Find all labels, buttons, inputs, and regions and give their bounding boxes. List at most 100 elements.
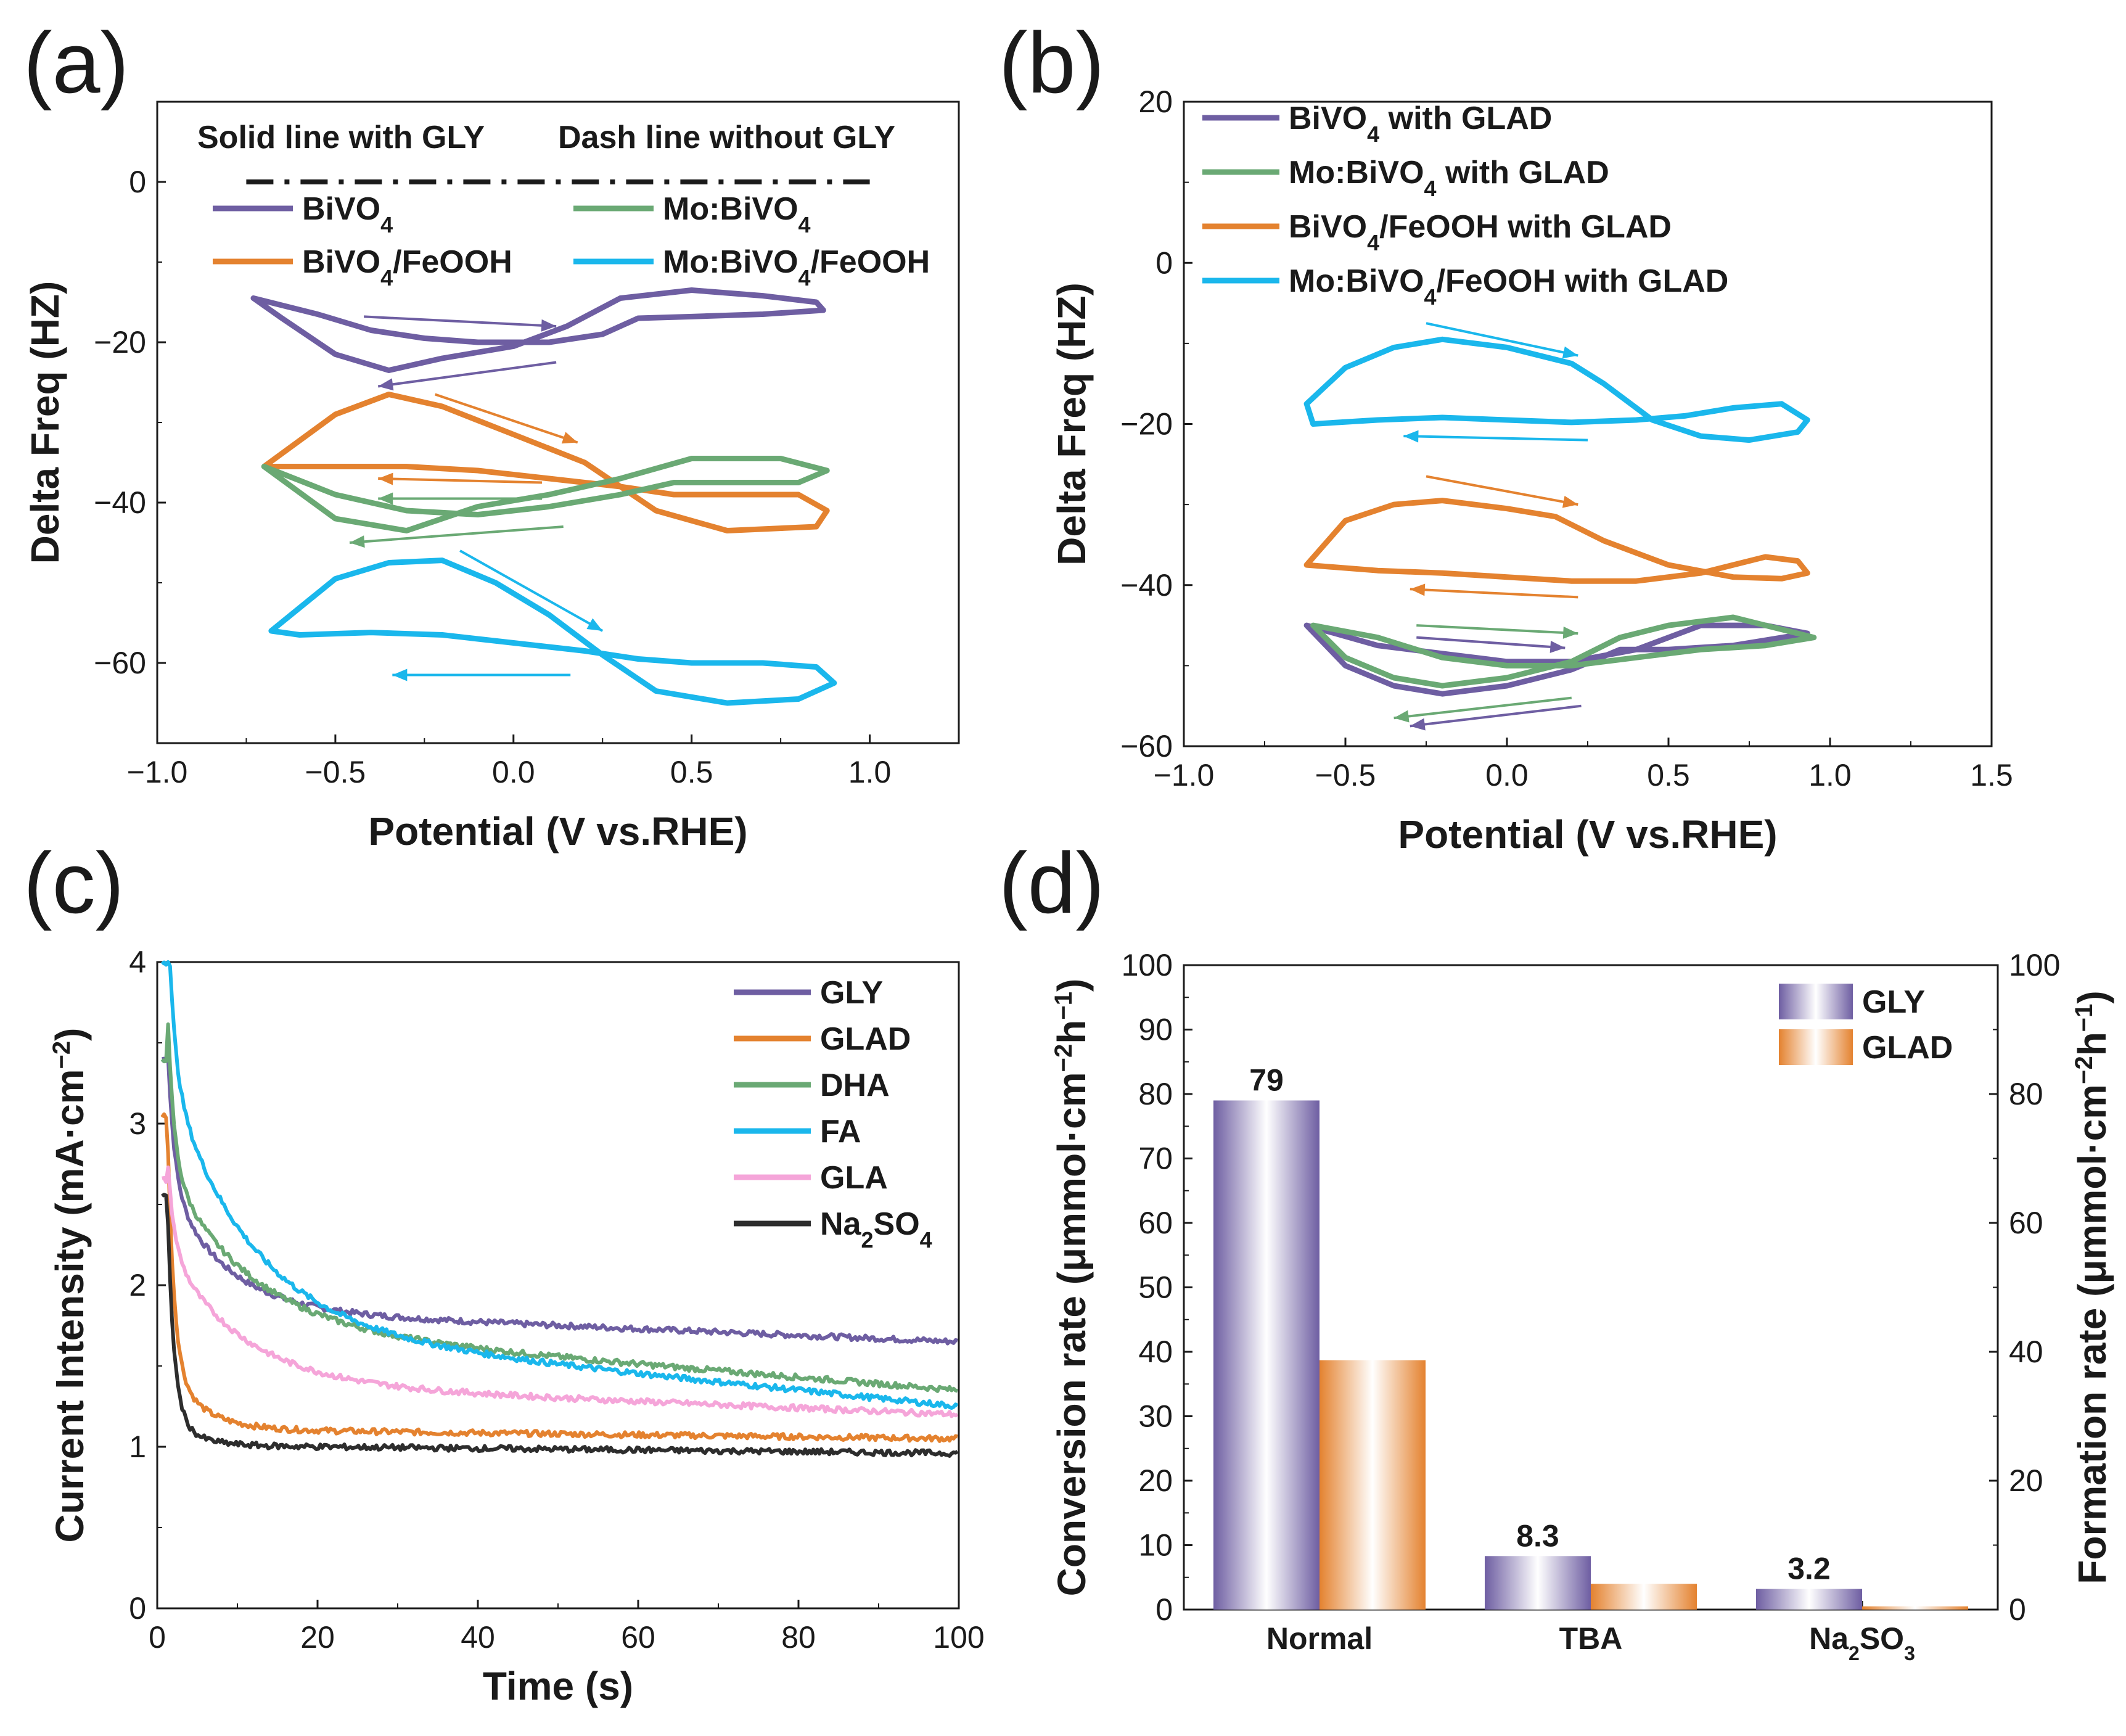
series-line (261, 456, 830, 533)
x-tick-label: 60 (621, 1620, 655, 1655)
bar-data-label: 8.3 (1516, 1518, 1559, 1553)
y-tick-label-right: 20 (2009, 1463, 2043, 1498)
series-line (160, 1022, 958, 1393)
arrow-head (1410, 583, 1426, 596)
y-tick-label: −60 (94, 646, 146, 680)
arrow-head (1562, 626, 1578, 639)
panel-label-b: (b) (999, 14, 1104, 111)
legend-label: DHA (820, 1068, 890, 1103)
y-tick-label: −60 (1120, 729, 1173, 763)
y-tick-label: 0 (1155, 245, 1173, 280)
series-line (162, 1165, 959, 1418)
y-tick-label-left: 50 (1138, 1270, 1173, 1305)
y-tick-label: −40 (94, 485, 146, 520)
arrow-head (392, 668, 408, 681)
arrow-head (1562, 495, 1578, 508)
direction-arrow (1416, 624, 1578, 635)
x-tick-label: −1.0 (1154, 758, 1215, 792)
bar-data-label: 79 (1249, 1063, 1284, 1097)
direction-arrow (1416, 636, 1566, 649)
x-tick-label: 0.0 (1485, 758, 1529, 792)
arrow-head (1549, 640, 1566, 653)
x-tick-label: 40 (461, 1620, 495, 1655)
y-tick-label: 0 (129, 1591, 146, 1626)
legend-label: Mo:BiVO4/FeOOH with GLAD (1289, 263, 1728, 310)
legend-label: Mo:BiVO4/FeOOH (663, 244, 930, 290)
legend-label: Na2SO4 (820, 1206, 932, 1253)
legend-label: GLY (1862, 984, 1925, 1020)
category-label: TBA (1559, 1621, 1623, 1656)
bar-gly (1213, 1100, 1320, 1610)
annotation-solid: Solid line with GLY (197, 120, 485, 155)
legend-label: Mo:BiVO4 (663, 191, 811, 237)
series-line (1310, 614, 1817, 689)
y-tick-label-left: 80 (1138, 1077, 1173, 1111)
legend-label: GLAD (1862, 1030, 1953, 1066)
legend-swatch (1779, 1029, 1853, 1065)
y-tick-label-left: 40 (1138, 1335, 1173, 1369)
direction-arrow (1426, 475, 1578, 506)
y-tick-label: −20 (1120, 407, 1173, 442)
x-tick-label: 80 (781, 1620, 816, 1655)
x-axis-title: Potential (V vs.RHE) (1398, 812, 1777, 857)
x-tick-label: 1.0 (848, 755, 892, 789)
y-axis-title-left: Conversion rate (μmmol·cm−2h−1) (1049, 979, 1094, 1597)
y-tick-label: −20 (94, 325, 146, 360)
panel-a-chart: −1.0 −0.5 0.0 0.5 1.0 0 −20 −40 −60 Potential (V … (23, 101, 960, 854)
y-axis-title: Current Intensity (mA·cm−2) (47, 1027, 92, 1542)
bar-glad (1320, 1360, 1426, 1610)
panel-label-c: (c) (23, 834, 124, 931)
x-tick-label: 100 (933, 1620, 984, 1655)
y-tick-label-right: 100 (2009, 948, 2060, 982)
y-tick-label-left: 10 (1138, 1528, 1173, 1563)
y-tick-label-left: 90 (1138, 1013, 1173, 1047)
arrow-head (586, 618, 603, 631)
y-tick-label: 20 (1138, 84, 1173, 119)
y-axis-title: Delta Freq (HZ) (23, 281, 67, 564)
legend-label: BiVO4 (302, 191, 393, 237)
series-line (268, 557, 837, 706)
bar-glad (1591, 1584, 1697, 1610)
direction-arrow (1426, 322, 1578, 357)
direction-arrow (459, 549, 604, 632)
y-tick-label: −40 (1120, 568, 1173, 603)
y-tick-label: 2 (129, 1268, 146, 1302)
direction-arrow (377, 361, 557, 388)
panel-label-d: (d) (999, 834, 1104, 931)
y-tick-label-left: 70 (1138, 1142, 1173, 1176)
bar-glad (1862, 1606, 1968, 1610)
x-axis-title: Time (s) (483, 1664, 633, 1708)
series-line (161, 1193, 959, 1458)
arrow-head (1410, 718, 1426, 731)
arrow-head (541, 319, 557, 332)
direction-arrow (378, 477, 543, 484)
series-line (160, 960, 959, 1410)
y-tick-label-right: 40 (2009, 1335, 2043, 1369)
y-tick-label-right: 60 (2009, 1206, 2043, 1240)
arrow-head (1562, 346, 1578, 359)
y-tick-label-left: 20 (1138, 1463, 1173, 1498)
bar-gly (1756, 1589, 1862, 1610)
series-line (1303, 336, 1810, 443)
y-tick-label-left: 100 (1122, 948, 1173, 982)
direction-arrow (435, 393, 578, 444)
x-tick-label: 0.5 (670, 755, 713, 789)
bar-data-label: 3.2 (1787, 1552, 1831, 1586)
series-line (250, 287, 826, 373)
bar-gly (1485, 1556, 1591, 1610)
direction-arrow (349, 525, 564, 544)
y-tick-label-right: 80 (2009, 1077, 2043, 1111)
legend-label: BiVO4/FeOOH with GLAD (1289, 209, 1672, 255)
panel-label-a: (a) (23, 14, 129, 111)
legend-label: Mo:BiVO4 with GLAD (1289, 155, 1609, 201)
arrow-head (561, 432, 578, 444)
y-tick-label: 4 (129, 945, 146, 979)
direction-arrow (1403, 435, 1588, 442)
arrow-head (378, 378, 394, 391)
x-tick-label: −0.5 (305, 755, 366, 789)
series-line (261, 392, 830, 533)
y-tick-label-left: 0 (1155, 1592, 1173, 1627)
category-label: Na2SO3 (1809, 1621, 1915, 1664)
legend-label: BiVO4/FeOOH (302, 244, 512, 290)
legend-label: FA (820, 1114, 861, 1150)
